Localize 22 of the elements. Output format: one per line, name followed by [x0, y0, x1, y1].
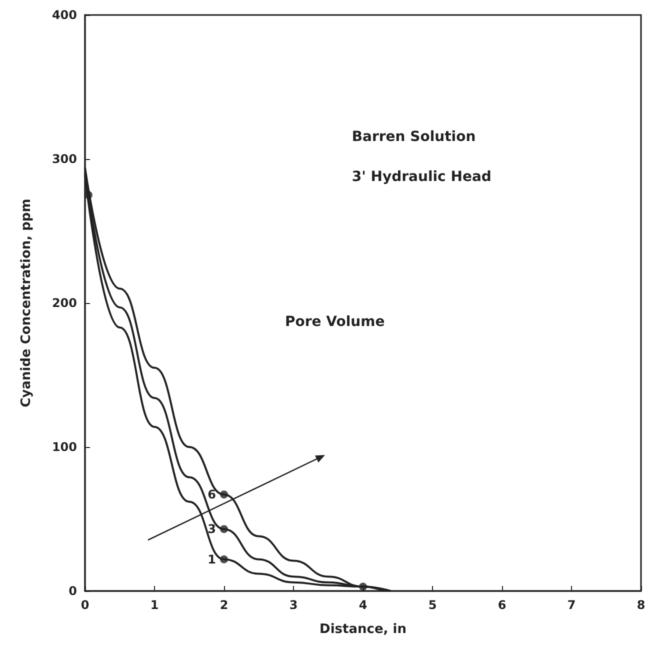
- y-tick-label: 300: [52, 152, 77, 166]
- x-tick-label: 4: [358, 598, 368, 612]
- x-tick-label: 0: [80, 598, 90, 612]
- x-tick-label: 6: [498, 598, 506, 612]
- annotation: Pore Volume: [285, 314, 385, 330]
- series-label: 6: [208, 488, 216, 502]
- x-tick-label: 8: [636, 598, 646, 612]
- series-label: 1: [208, 552, 216, 566]
- x-tick-label: 1: [150, 598, 159, 612]
- y-tick-label: 400: [52, 8, 77, 22]
- series-label: 3: [208, 522, 216, 536]
- annotation: 3' Hydraulic Head: [352, 169, 492, 185]
- y-tick-label: 200: [52, 296, 77, 310]
- x-tick-label: 5: [428, 598, 437, 612]
- y-axis-title: Cyanide Concentration, ppm: [19, 198, 34, 408]
- y-tick-label: 100: [52, 440, 77, 454]
- x-tick-label: 7: [567, 598, 576, 612]
- x-tick-label: 3: [289, 598, 298, 612]
- annotation: Barren Solution: [352, 129, 476, 145]
- x-axis-title: Distance, in: [320, 622, 406, 637]
- x-tick-label: 2: [220, 598, 228, 612]
- y-tick-label: 0: [68, 584, 77, 598]
